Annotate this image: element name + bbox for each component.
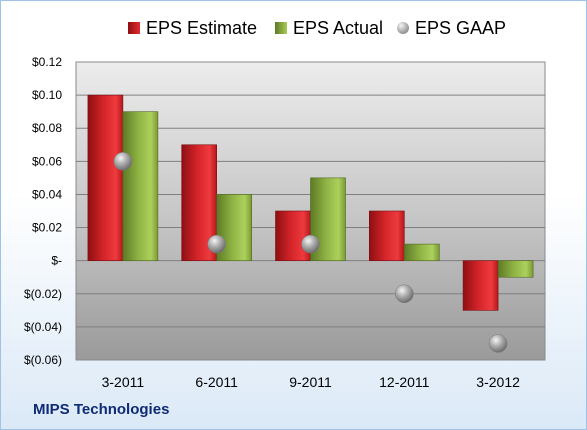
legend-label-eps-estimate: EPS Estimate	[146, 17, 258, 38]
x-tick-label: 12-2011	[379, 374, 430, 390]
y-axis-ticks: $0.12 $0.10 $0.08 $0.06 $0.04 $0.02 $- $(0.02) $…	[24, 55, 62, 367]
bar-eps-actual	[122, 111, 159, 261]
x-tick-label: 6-2011	[195, 374, 238, 390]
legend-label-eps-gaap: EPS GAAP	[415, 17, 507, 38]
legend-item-eps-estimate: EPS Estimate	[128, 16, 257, 40]
x-tick-label: 3-2011	[102, 374, 145, 390]
point-eps-gaap	[488, 334, 508, 353]
y-tick-label: $(0.06)	[24, 353, 62, 367]
bar-eps-estimate	[275, 210, 311, 261]
y-tick-label: $-	[51, 254, 62, 268]
legend-label-eps-actual: EPS Actual	[293, 17, 384, 38]
legend-swatch-eps-estimate	[128, 22, 140, 34]
bars	[87, 94, 534, 311]
x-tick-label: 3-2012	[476, 374, 520, 390]
y-tick-label: $0.04	[32, 187, 62, 201]
bar-eps-estimate	[87, 94, 124, 261]
y-tick-label: $0.12	[32, 55, 62, 69]
bar-eps-estimate	[368, 210, 405, 261]
y-tick-label: $(0.04)	[24, 320, 62, 334]
point-eps-gaap	[113, 152, 133, 171]
chart-legend: EPS Estimate EPS Actual EPS GAAP	[0, 16, 587, 40]
x-tick-label: 9-2011	[289, 374, 332, 390]
legend-swatch-eps-gaap	[397, 22, 409, 34]
bar-eps-actual	[497, 260, 534, 278]
legend-item-eps-actual: EPS Actual	[275, 16, 383, 40]
legend-item-eps-gaap: EPS GAAP	[397, 16, 506, 40]
bar-eps-actual	[403, 243, 440, 261]
company-name: MIPS Technologies	[33, 401, 170, 418]
y-tick-label: $0.06	[32, 154, 62, 168]
legend-swatch-eps-actual	[275, 22, 287, 34]
point-eps-gaap	[395, 284, 414, 304]
bar-eps-estimate	[462, 260, 499, 311]
x-axis-ticks: 3-2011 6-2011 9-2011 12-2011 3-2012	[102, 374, 520, 390]
gaap-points	[113, 152, 508, 353]
y-tick-label: $(0.02)	[24, 287, 62, 301]
y-tick-label: $0.02	[32, 221, 62, 235]
point-eps-gaap	[207, 234, 226, 254]
y-tick-label: $0.08	[32, 121, 62, 135]
y-tick-label: $0.10	[32, 88, 62, 102]
point-eps-gaap	[301, 234, 320, 254]
